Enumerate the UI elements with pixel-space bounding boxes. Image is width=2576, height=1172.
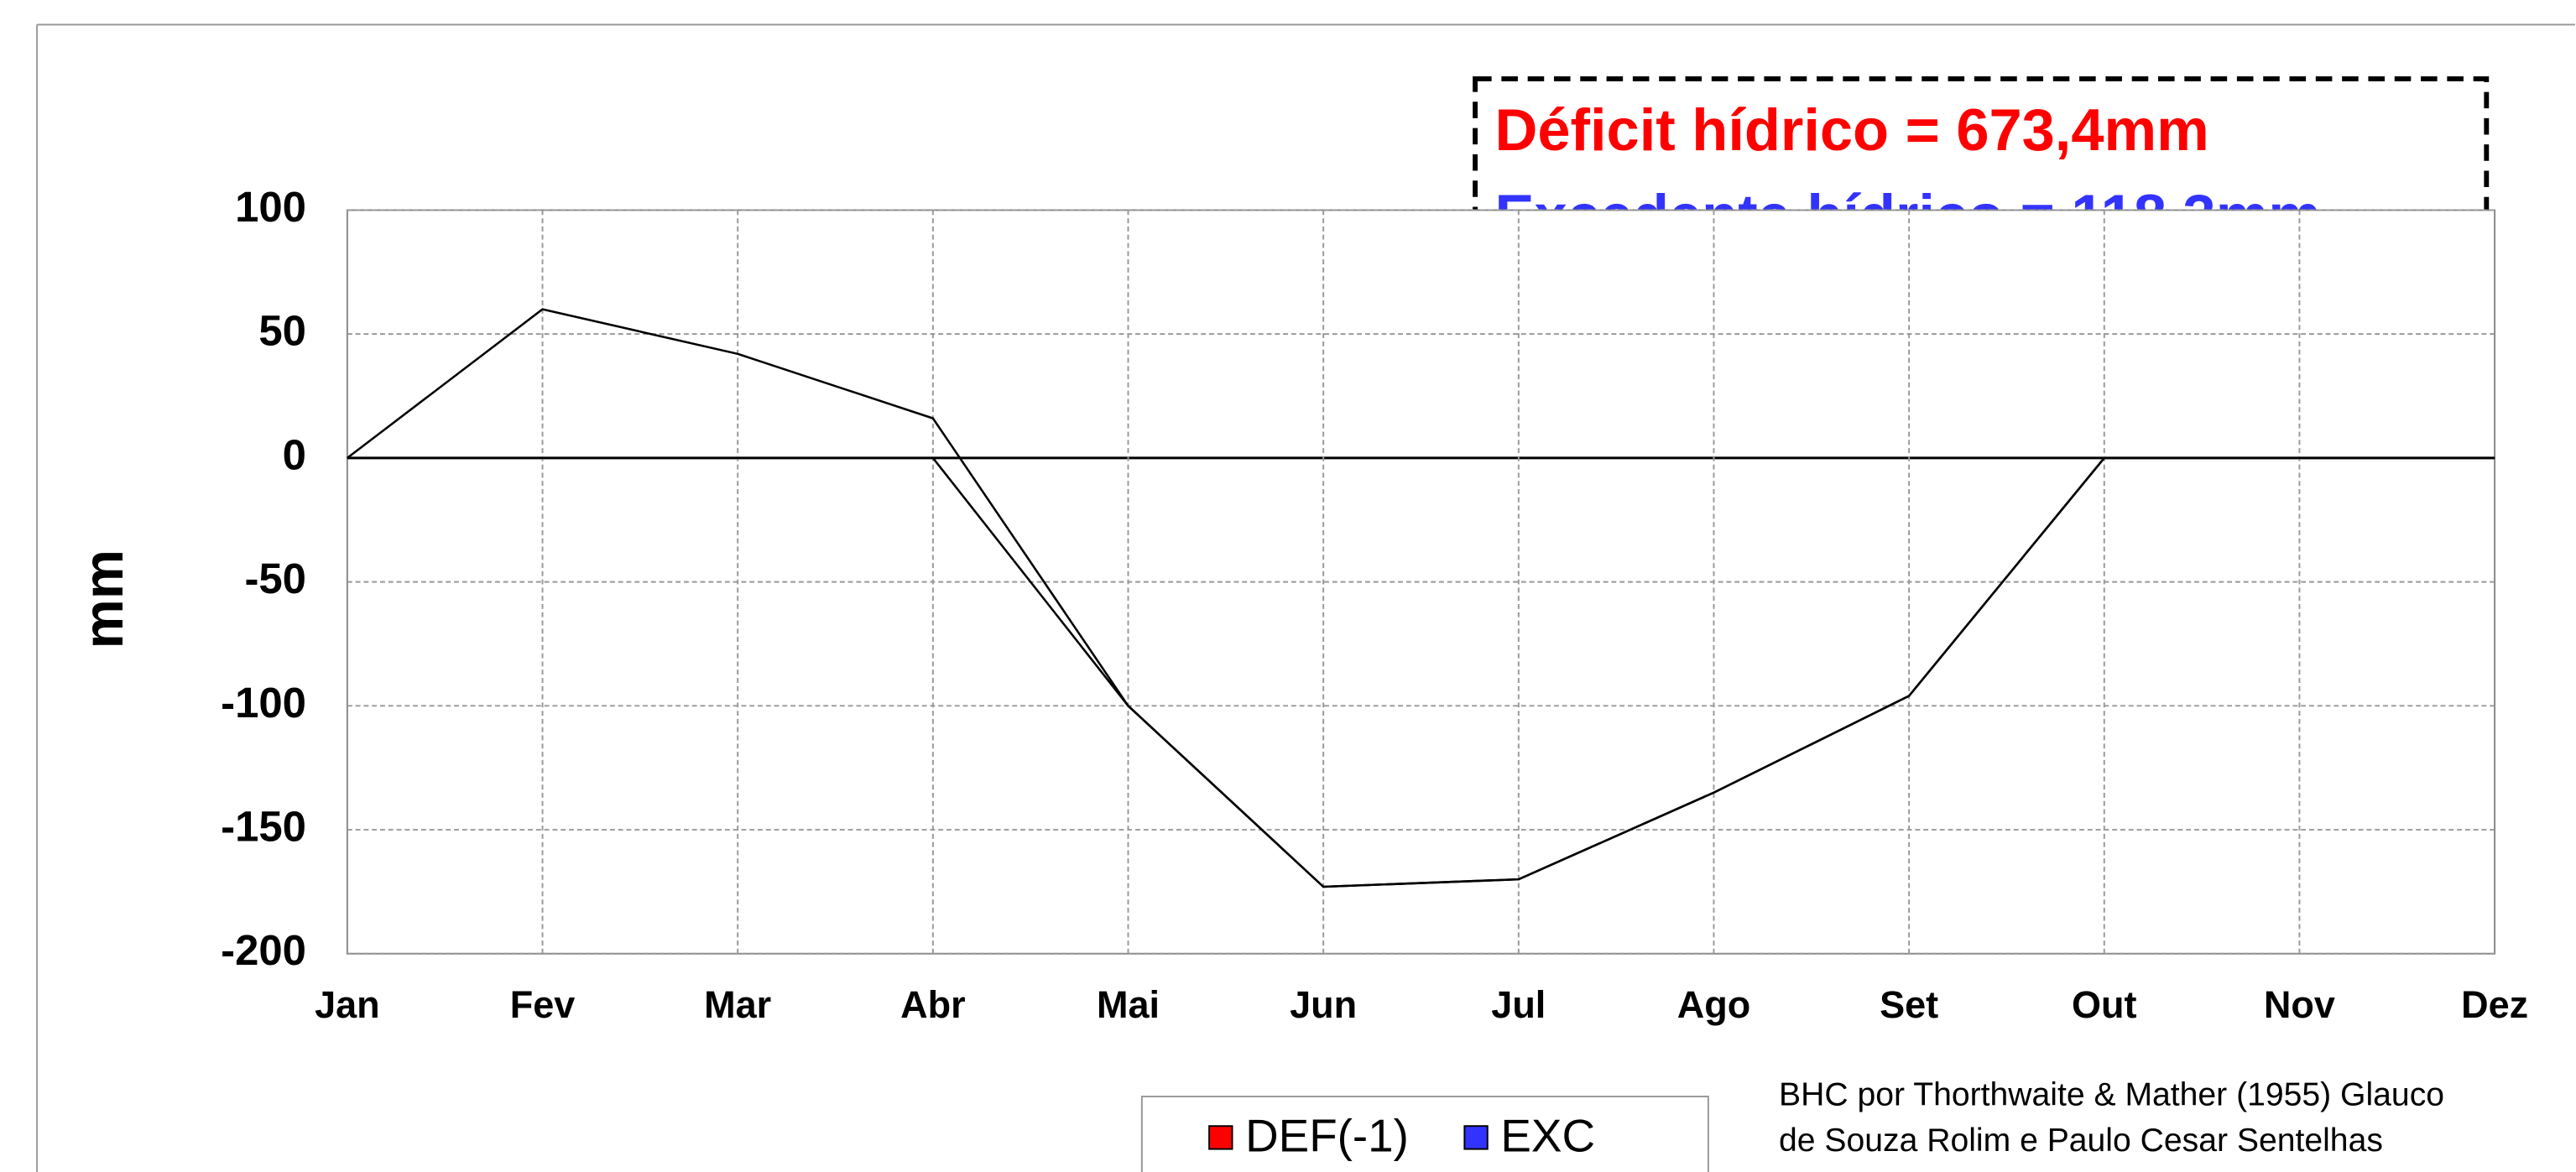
x-tick-label: Out (2072, 983, 2136, 1026)
y-tick-label: 100 (235, 183, 306, 231)
x-tick-label: Nov (2264, 983, 2335, 1026)
y-tick-label: 0 (283, 430, 306, 478)
note: de Souza Rolim e Paulo Cesar Sentelhas (1779, 1123, 2383, 1159)
x-tick-label: Mar (704, 983, 771, 1026)
legend-swatch (1463, 1125, 1489, 1150)
y-axis-label: mm (73, 550, 135, 649)
y-tick-label: -200 (221, 926, 306, 974)
x-tick-label: Dez (2461, 983, 2528, 1026)
legend-swatch (1208, 1125, 1233, 1150)
x-tick-label: Jul (1491, 983, 1546, 1026)
legend-box (1140, 1096, 1709, 1172)
x-tick-label: Set (1880, 983, 1938, 1026)
y-tick-label: -150 (221, 802, 306, 850)
y-tick-label: 50 (258, 307, 306, 355)
x-tick-label: Abr (900, 983, 966, 1026)
legend-label: EXC (1500, 1109, 1595, 1161)
legend-label: DEF(-1) (1245, 1109, 1409, 1161)
x-tick-label: Ago (1677, 983, 1750, 1026)
series-line (347, 308, 2495, 888)
note: BHC por Thorthwaite & Mather (1955) Glau… (1779, 1076, 2444, 1112)
x-tick-label: Jan (315, 983, 380, 1026)
x-tick-label: Fev (510, 983, 576, 1026)
y-tick-label: -100 (221, 679, 306, 727)
annotation: Déficit hídrico = 673,4mm (1495, 96, 2209, 163)
x-tick-label: Jun (1290, 983, 1357, 1026)
x-tick-label: Mai (1097, 983, 1160, 1026)
y-tick-label: -50 (244, 555, 306, 602)
